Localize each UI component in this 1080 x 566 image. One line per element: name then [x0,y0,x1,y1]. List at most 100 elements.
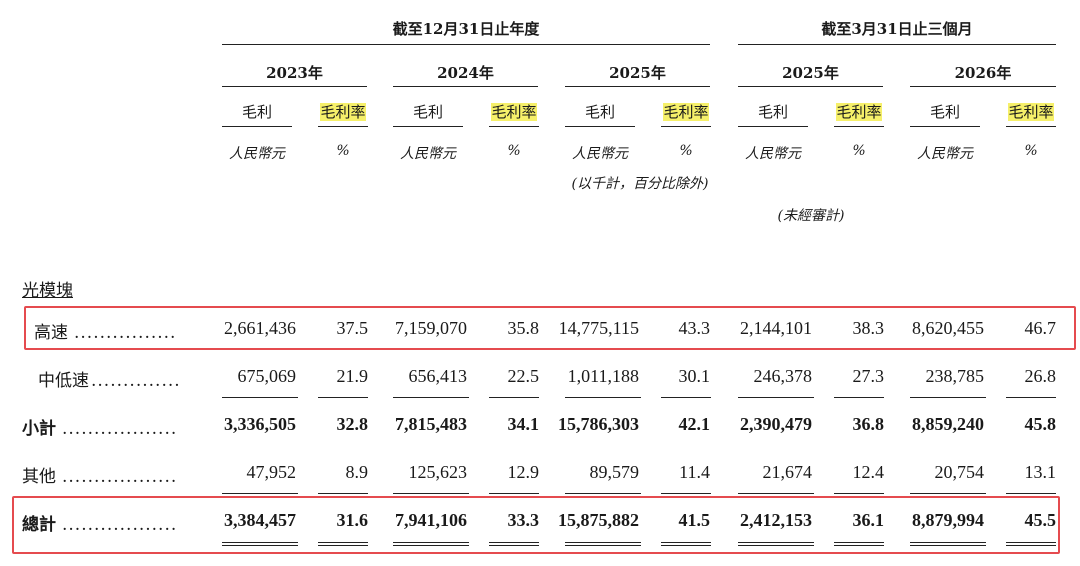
col-header-gross-profit: 毛利 [584,103,615,121]
divider [661,542,711,543]
cell-gross-margin: 46.7 [1024,318,1057,338]
divider [489,126,539,127]
cell-gross-margin: 13.1 [1024,462,1057,482]
cell-gross-profit: 7,941,106 [395,510,467,530]
divider [1006,493,1056,494]
cell-gross-profit: 89,579 [589,462,640,482]
divider [318,545,368,546]
divider [661,545,711,546]
cell-gross-margin: 36.1 [852,510,885,530]
cell-gross-profit: 14,775,115 [558,318,639,338]
cell-gross-margin: 26.8 [1024,366,1057,386]
period-header-year-end: 截至12月31日止年度 [392,20,540,38]
cell-gross-profit: 2,144,101 [740,318,812,338]
divider [738,44,1056,45]
cell-gross-margin: 11.4 [679,462,710,482]
col-header-gross-margin: 毛利率 [489,101,539,122]
cell-gross-margin: 45.5 [1024,510,1057,530]
year-header: 2026年 [954,64,1012,82]
row-label-text: 中低速 [38,371,89,391]
note-unaudited: (未經審計) [777,208,845,224]
divider [489,397,539,398]
cell-gross-margin: 21.9 [336,366,369,386]
divider [393,126,463,127]
divider [393,545,469,546]
leader-dots: .................. [62,467,178,487]
divider [222,493,298,494]
divider [565,126,635,127]
divider [318,397,368,398]
cell-gross-margin: 33.3 [507,510,540,530]
cell-gross-margin: 34.1 [507,414,540,434]
cell-gross-margin: 43.3 [678,318,711,338]
cell-gross-margin: 38.3 [852,318,885,338]
cell-gross-margin: 30.1 [678,366,711,386]
col-header-gross-margin: 毛利率 [318,101,368,122]
year-header: 2023年 [266,64,323,82]
row-label-text: 高速 [34,323,68,343]
divider [565,397,641,398]
col-header-gross-margin: 毛利率 [834,101,884,122]
unit-percent: % [852,143,866,159]
cell-gross-margin: 22.5 [507,366,540,386]
divider [565,493,641,494]
unit-percent: % [1024,143,1038,159]
unit-rmb: 人民幣元 [572,146,628,162]
unit-percent: % [336,143,350,159]
leader-dots: .............. [91,371,181,391]
cell-gross-profit: 47,952 [246,462,297,482]
divider [222,545,298,546]
divider [910,542,986,543]
highlighted-text: 毛利率 [491,103,537,121]
cell-gross-profit: 2,412,153 [740,510,812,530]
cell-gross-margin: 37.5 [336,318,369,338]
year-header: 2025年 [609,64,666,82]
cell-gross-profit: 21,674 [762,462,813,482]
unit-rmb: 人民幣元 [229,146,285,162]
cell-gross-profit: 125,623 [408,462,468,482]
cell-gross-margin: 12.4 [852,462,885,482]
cell-gross-profit: 246,378 [753,366,813,386]
divider [834,493,884,494]
divider [738,86,883,87]
cell-gross-profit: 2,661,436 [224,318,296,338]
cell-gross-margin: 12.9 [507,462,540,482]
col-header-gross-margin: 毛利率 [1006,101,1056,122]
col-header-gross-profit: 毛利 [241,103,272,121]
divider [222,542,298,543]
unit-percent: % [507,143,521,159]
unit-rmb: 人民幣元 [400,146,456,162]
divider [222,397,298,398]
row-label: 小計.................. [22,414,177,439]
cell-gross-profit: 675,069 [237,366,297,386]
row-label: 其他.................. [22,462,177,487]
cell-gross-profit: 8,620,455 [912,318,984,338]
cell-gross-margin: 41.5 [678,510,711,530]
row-label-text: 總計 [22,515,56,535]
year-header: 2024年 [437,64,494,82]
divider [1006,126,1056,127]
col-header-gross-profit: 毛利 [929,103,960,121]
highlight-box-high-speed [24,306,1076,350]
divider [910,493,986,494]
divider [834,397,884,398]
cell-gross-profit: 1,011,188 [567,366,639,386]
divider [910,126,980,127]
cell-gross-margin: 36.8 [852,414,885,434]
divider [1006,397,1056,398]
cell-gross-profit: 3,336,505 [224,414,296,434]
divider [1006,542,1056,543]
divider [222,86,367,87]
section-title-optical-modules: 光模塊 [22,281,73,301]
cell-gross-profit: 7,815,483 [395,414,467,434]
highlighted-text: 毛利率 [1008,103,1054,121]
divider [318,126,368,127]
divider [910,86,1056,87]
cell-gross-profit: 15,786,303 [558,414,639,434]
divider [738,493,814,494]
cell-gross-profit: 20,754 [934,462,985,482]
divider [565,545,641,546]
divider [1006,545,1056,546]
divider [393,397,469,398]
note-thousands: (以千計，百分比除外) [571,176,709,192]
